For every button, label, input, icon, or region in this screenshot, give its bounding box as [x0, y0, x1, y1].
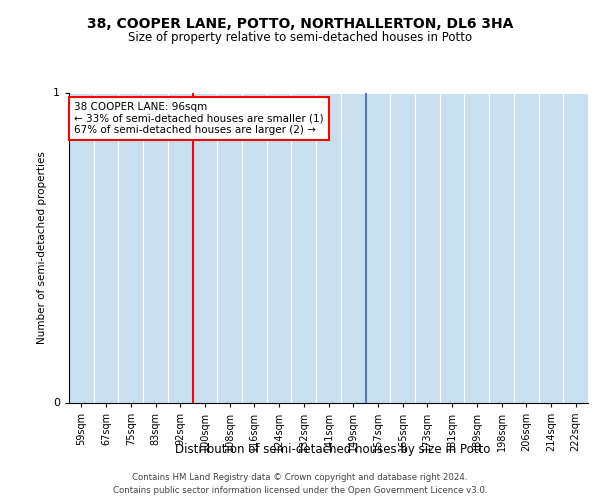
Text: 38, COOPER LANE, POTTO, NORTHALLERTON, DL6 3HA: 38, COOPER LANE, POTTO, NORTHALLERTON, D…: [87, 18, 513, 32]
Bar: [563, 92, 588, 403]
Bar: [267, 92, 292, 403]
Bar: [539, 92, 563, 403]
Bar: [143, 92, 168, 403]
Y-axis label: Number of semi-detached properties: Number of semi-detached properties: [37, 151, 47, 344]
Bar: [390, 92, 415, 403]
Text: 38 COOPER LANE: 96sqm
← 33% of semi-detached houses are smaller (1)
67% of semi-: 38 COOPER LANE: 96sqm ← 33% of semi-deta…: [74, 102, 324, 135]
Text: Contains public sector information licensed under the Open Government Licence v3: Contains public sector information licen…: [113, 486, 487, 495]
Bar: [94, 92, 118, 403]
Bar: [69, 92, 94, 403]
Bar: [415, 92, 440, 403]
Bar: [193, 92, 217, 403]
Text: Distribution of semi-detached houses by size in Potto: Distribution of semi-detached houses by …: [175, 442, 491, 456]
Bar: [242, 92, 267, 403]
Bar: [292, 92, 316, 403]
Bar: [168, 92, 193, 403]
Bar: [316, 92, 341, 403]
Bar: [341, 92, 365, 403]
Text: Contains HM Land Registry data © Crown copyright and database right 2024.: Contains HM Land Registry data © Crown c…: [132, 472, 468, 482]
Bar: [365, 92, 390, 403]
Bar: [489, 92, 514, 403]
Bar: [217, 92, 242, 403]
Bar: [118, 92, 143, 403]
Bar: [440, 92, 464, 403]
Text: Size of property relative to semi-detached houses in Potto: Size of property relative to semi-detach…: [128, 31, 472, 44]
Bar: [464, 92, 489, 403]
Bar: [514, 92, 539, 403]
